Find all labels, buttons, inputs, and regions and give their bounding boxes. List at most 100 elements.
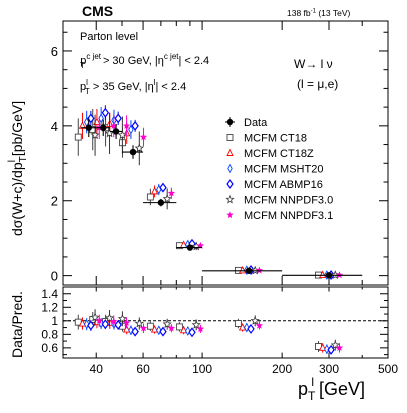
main-y-label-sub: T	[18, 156, 29, 162]
legend-label: MCFM NNPDF3.0	[244, 195, 333, 207]
ratio-point	[234, 320, 242, 327]
legend-label: MCFM ABMP16	[244, 179, 323, 191]
legend-label: Data	[244, 117, 268, 129]
series-point	[117, 130, 127, 140]
ratio-point	[123, 319, 131, 326]
lep-cut-text: > 35 GeV, |η	[90, 81, 154, 93]
jet-cut-text: > 30 GeV, |η	[100, 55, 164, 67]
data-point	[325, 272, 333, 279]
ratio-point	[122, 325, 131, 333]
x-label-p: p	[298, 379, 308, 399]
ratio-y-axis-label: Data/Pred.	[9, 291, 25, 358]
ratio-point	[196, 325, 204, 332]
main-y-axis: 0 2 4 6	[51, 31, 388, 284]
ratio-point	[330, 340, 340, 350]
data-point	[100, 124, 107, 131]
ratio-point	[335, 344, 344, 351]
series-point	[74, 133, 82, 141]
ratio-point	[185, 326, 191, 336]
ratio-point	[250, 315, 260, 325]
series-point	[104, 128, 115, 138]
series-point	[123, 122, 131, 129]
legend-marker	[227, 163, 233, 174]
y-tick-label: 6	[51, 44, 58, 59]
series-point	[150, 186, 159, 195]
experiment-label: CMS	[82, 3, 113, 19]
ratio-point	[104, 313, 115, 323]
ratio-point	[90, 312, 100, 322]
data-point	[85, 124, 92, 131]
jet-cut-eta-sup: c jet	[164, 52, 179, 61]
jet-cut-sup: c jet	[86, 52, 101, 61]
ratio-point	[175, 323, 183, 331]
legend-label: MCFM CT18Z	[244, 148, 314, 160]
ratio-point	[101, 319, 110, 330]
ratio-point	[179, 325, 188, 334]
series-point	[318, 270, 327, 278]
y-tick-label: 4	[51, 119, 58, 134]
ratio-y-tick-label: 0.6	[41, 341, 58, 355]
ratio-point	[134, 318, 144, 328]
x-tick-label: 40	[90, 362, 104, 376]
jet-cut-annotation: pc jet T > 30 GeV, |ηc jet| < 2.4	[80, 52, 209, 70]
series-point	[238, 265, 247, 274]
lumi-value: 138 fb	[287, 8, 311, 18]
ratio-point	[117, 313, 127, 323]
ratio-point	[78, 319, 87, 327]
legend-marker	[226, 211, 234, 219]
ratio-point	[162, 319, 172, 329]
x-label-sub: T	[308, 389, 316, 403]
series-point	[90, 130, 100, 140]
lep-cut-p: p	[80, 81, 86, 93]
ratio-point	[110, 317, 118, 325]
jet-cut-sub: T	[80, 61, 85, 70]
ratio-point	[159, 326, 167, 337]
legend-label: MCFM MSHT20	[244, 164, 323, 176]
lepton-cut-annotation: pl T > 35 GeV, |ηl| < 2.4	[80, 78, 186, 96]
series-point	[167, 189, 175, 197]
ratio-point	[318, 343, 327, 351]
ratio-point	[131, 326, 139, 337]
series-point	[159, 182, 167, 193]
x-tick-label: 500	[378, 362, 398, 376]
lep-cut-end: | < 2.4	[156, 81, 187, 93]
series-point	[78, 121, 87, 129]
ratio-y-axis: 0.60.811.21.4	[41, 287, 388, 356]
ratio-y-tick-label: 1.2	[41, 300, 58, 314]
x-tick-label: 300	[319, 362, 339, 376]
energy-label: (13 TeV)	[316, 8, 351, 18]
process-annotation-line2: (l = μ,e)	[297, 77, 338, 91]
ratio-point	[255, 321, 263, 329]
jet-cut-end: | < 2.4	[178, 55, 209, 67]
ratio-point	[188, 327, 196, 338]
lep-cut-eta-sup: l	[154, 78, 156, 87]
series-point	[101, 107, 110, 118]
ratio-point	[324, 344, 330, 355]
x-label-sup: l	[311, 375, 314, 389]
series-point	[110, 122, 118, 129]
ratio-point	[114, 319, 122, 330]
main-y-label-text: dσ(W+c)/dp	[9, 162, 25, 236]
ratio-point	[167, 324, 175, 332]
ratio-y-tick-label: 1	[51, 314, 58, 328]
x-tick-label: 100	[192, 362, 212, 376]
data-point	[245, 267, 253, 274]
ratio-y-tick-label: 1.4	[41, 287, 58, 301]
series-point	[128, 124, 134, 135]
x-axis-label: pTl [GeV]	[298, 375, 365, 403]
ratio-point	[247, 323, 255, 334]
ratio-point	[87, 320, 95, 331]
series-point	[87, 113, 95, 124]
data-point	[112, 128, 120, 135]
series-point	[134, 143, 144, 153]
legend-marker	[226, 179, 234, 189]
series-point	[131, 120, 139, 131]
main-plot-marks	[74, 105, 363, 281]
lep-cut-sub: T	[85, 87, 90, 96]
x-tick-label: 60	[136, 362, 150, 376]
legend: Data MCFM CT18 MCFM CT18Z MCFM MSHT20 MCFM A…	[225, 117, 333, 222]
ratio-point	[191, 320, 201, 329]
data-point	[186, 244, 194, 251]
series-point	[255, 266, 263, 274]
